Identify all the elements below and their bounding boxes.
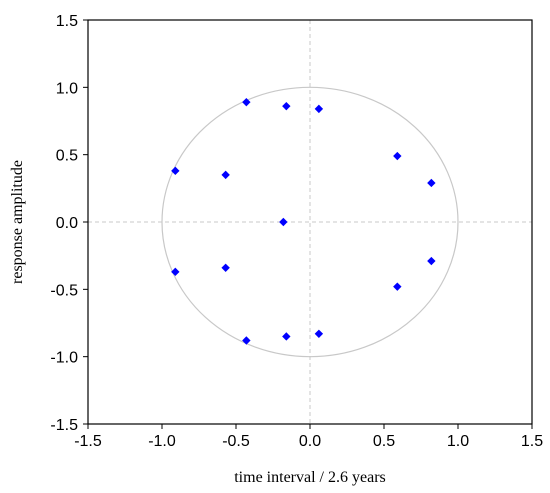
plot-area <box>87 19 533 425</box>
y-tick-label: 1.0 <box>56 80 78 97</box>
data-point <box>314 329 324 338</box>
data-point <box>393 282 402 291</box>
x-tick-label: 1.0 <box>447 433 469 450</box>
data-point <box>242 336 251 345</box>
data-point <box>427 178 436 188</box>
x-tick-label: -0.5 <box>222 433 250 450</box>
x-tick-label: -1.0 <box>148 433 176 450</box>
x-tick-label: -1.5 <box>74 433 102 450</box>
y-tick-label: 0.5 <box>56 148 78 165</box>
y-tick-label: -0.5 <box>50 282 78 299</box>
x-tick-label: 0.0 <box>299 433 321 450</box>
data-point <box>282 332 291 341</box>
y-tick-label: 1.5 <box>56 13 78 30</box>
data-point <box>221 170 230 180</box>
y-tick-label: -1.0 <box>50 350 78 367</box>
data-point <box>427 256 436 266</box>
data-point <box>314 104 324 114</box>
x-tick-label: 0.5 <box>373 433 395 450</box>
x-axis-label: time interval / 2.6 years <box>234 469 386 486</box>
y-tick-label: 0.0 <box>56 215 78 232</box>
data-point <box>282 101 291 111</box>
x-tick-label: 1.5 <box>521 433 543 450</box>
data-point <box>221 263 230 272</box>
y-axis-label: response amplitude <box>9 160 26 284</box>
data-point <box>242 97 251 107</box>
y-tick-label: -1.5 <box>50 417 78 434</box>
data-point <box>279 217 288 227</box>
axis-ticks: -1.5 -1.0 -0.5 0.0 0.5 1.0 1.5 -1.5 -1.0 -0.5 0.0 0… <box>50 13 543 450</box>
data-point <box>171 267 180 277</box>
data-point <box>393 151 402 161</box>
data-point <box>171 166 180 176</box>
